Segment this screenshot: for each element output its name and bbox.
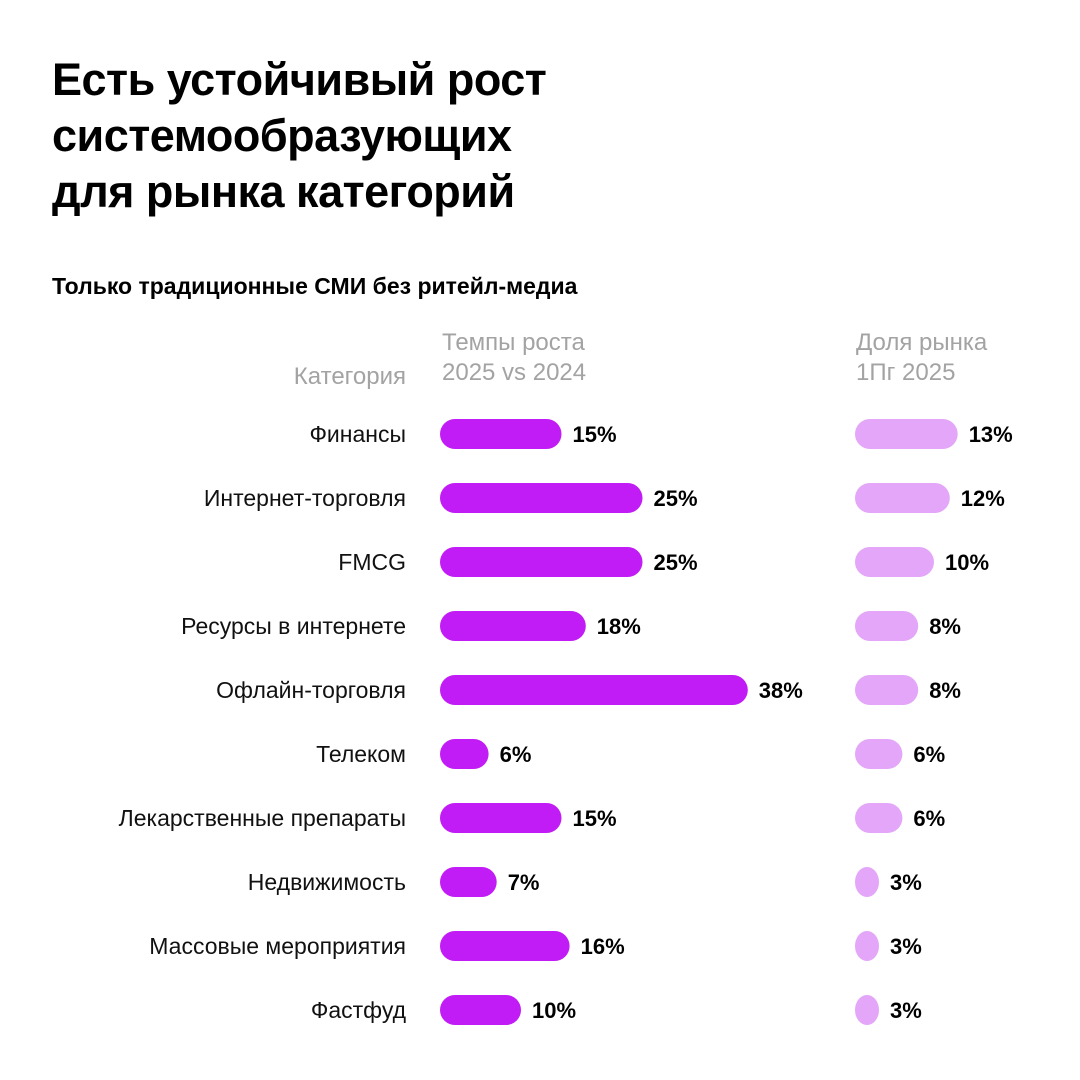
column-header-category-line-1: Категория <box>293 363 406 390</box>
column-header-growth-line-1: Темпы роста <box>442 329 585 356</box>
growth-bar <box>440 867 497 897</box>
share-value-label: 6% <box>913 742 945 767</box>
share-bar <box>855 739 903 769</box>
category-label: Массовые мероприятия <box>149 933 406 959</box>
category-label: Лекарственные препараты <box>119 805 406 831</box>
share-value-label: 13% <box>969 422 1013 447</box>
category-label: Телеком <box>316 741 406 767</box>
category-label: Офлайн-торговля <box>216 677 406 703</box>
growth-bar <box>440 419 562 449</box>
growth-value-label: 15% <box>573 422 617 447</box>
share-value-label: 6% <box>913 806 945 831</box>
share-value-label: 10% <box>945 550 989 575</box>
growth-bar <box>440 547 643 577</box>
growth-value-label: 7% <box>508 870 540 895</box>
title-line-1: Есть устойчивый рост <box>52 54 547 105</box>
share-bar <box>855 995 879 1025</box>
growth-bar <box>440 803 562 833</box>
growth-value-label: 25% <box>654 550 698 575</box>
column-header-category: Категория <box>294 362 406 392</box>
column-header-share-line-2: 1Пг 2025 <box>856 359 956 386</box>
share-bar <box>855 547 934 577</box>
growth-bar <box>440 611 586 641</box>
growth-bar <box>440 675 748 705</box>
category-label: Интернет-торговля <box>204 485 406 511</box>
growth-bar <box>440 995 521 1025</box>
growth-bar <box>440 483 643 513</box>
share-bar <box>855 611 919 641</box>
category-label: FMCG <box>338 549 406 575</box>
category-label: Финансы <box>309 421 406 447</box>
column-header-growth-line-2: 2025 vs 2024 <box>442 359 587 386</box>
chart-subtitle: Только традиционные СМИ без ритейл-медиа <box>52 273 578 299</box>
growth-value-label: 10% <box>532 998 576 1023</box>
share-bar <box>855 867 879 897</box>
category-label: Фастфуд <box>311 997 407 1023</box>
growth-value-label: 38% <box>759 678 803 703</box>
category-label: Ресурсы в интернете <box>181 613 406 639</box>
growth-bar <box>440 931 570 961</box>
share-value-label: 8% <box>929 614 961 639</box>
column-header-share-line-1: Доля рынка <box>856 329 988 356</box>
category-label: Недвижимость <box>248 869 406 895</box>
share-bar <box>855 419 958 449</box>
growth-value-label: 16% <box>581 934 625 959</box>
column-header-growth: Темпы роста 2025 vs 2024 <box>442 328 586 388</box>
title-line-2: системообразующих <box>52 110 512 161</box>
growth-value-label: 18% <box>597 614 641 639</box>
share-bar <box>855 803 903 833</box>
growth-value-label: 6% <box>500 742 532 767</box>
page-title: Есть устойчивый рост системообразующих д… <box>52 52 952 220</box>
share-bar <box>855 675 919 705</box>
share-value-label: 3% <box>890 934 922 959</box>
title-line-3: для рынка категорий <box>52 166 515 217</box>
growth-value-label: 25% <box>654 486 698 511</box>
share-bar <box>855 483 950 513</box>
column-header-share: Доля рынка 1Пг 2025 <box>856 328 987 388</box>
growth-bar <box>440 739 489 769</box>
growth-value-label: 15% <box>573 806 617 831</box>
share-value-label: 3% <box>890 870 922 895</box>
share-value-label: 8% <box>929 678 961 703</box>
share-value-label: 12% <box>961 486 1005 511</box>
share-bar <box>855 931 879 961</box>
share-value-label: 3% <box>890 998 922 1023</box>
